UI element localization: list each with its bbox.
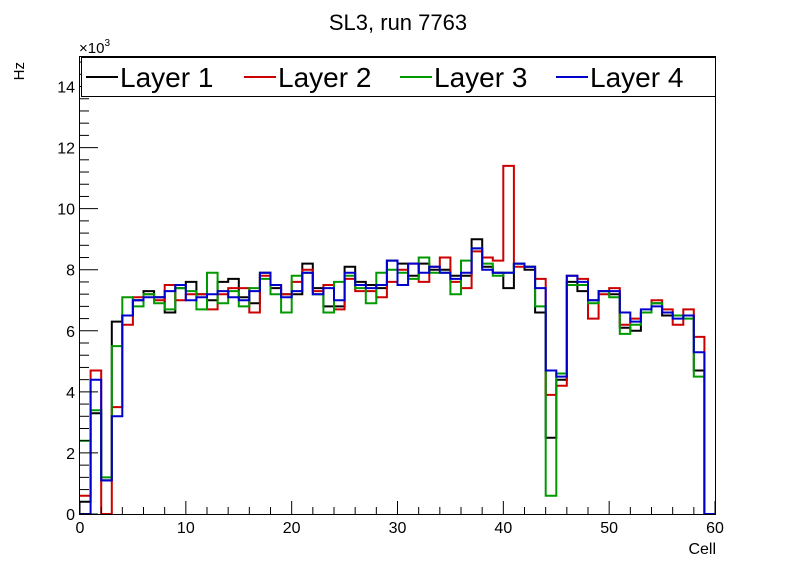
y-tick-label: 8 — [66, 263, 75, 280]
series-line-layer-4 — [80, 247, 715, 515]
series-layer — [80, 164, 715, 515]
y-axis-label: Hz — [11, 62, 28, 80]
legend-label-layer-2: Layer 2 — [278, 62, 371, 93]
legend-label-layer-4: Layer 4 — [590, 62, 683, 93]
axis-layer: 0 10 20 30 40 50 60 0 2 4 6 8 10 12 14 — [57, 61, 724, 537]
y-tick-label: 10 — [57, 202, 75, 219]
y-tick-label: 2 — [66, 446, 75, 463]
legend: Layer 1 Layer 2 Layer 3 Layer 4 — [81, 57, 716, 97]
x-tick-label: 60 — [706, 520, 724, 537]
y-tick-label: 12 — [57, 141, 75, 158]
legend-label-layer-1: Layer 1 — [120, 62, 213, 93]
y-tick-label: 6 — [66, 324, 75, 341]
x-tick-label: 30 — [389, 520, 407, 537]
x-tick-label: 0 — [76, 520, 85, 537]
y-multiplier-base: ×10 — [79, 40, 104, 57]
x-axis-label: Cell — [688, 541, 716, 558]
legend-box — [81, 57, 716, 97]
x-tick-label: 20 — [283, 520, 301, 537]
x-tick-label: 40 — [494, 520, 512, 537]
y-tick-label: 14 — [57, 80, 75, 97]
x-tick-label: 50 — [600, 520, 618, 537]
x-tick-label: 10 — [177, 520, 195, 537]
y-axis-multiplier: ×103 — [79, 38, 110, 57]
y-tick-label: 0 — [66, 507, 75, 524]
legend-label-layer-3: Layer 3 — [434, 62, 527, 93]
plot-frame — [79, 56, 716, 515]
chart-title: SL3, run 7763 — [329, 10, 467, 35]
y-tick-label: 4 — [66, 385, 75, 402]
y-multiplier-exponent: 3 — [104, 38, 110, 49]
